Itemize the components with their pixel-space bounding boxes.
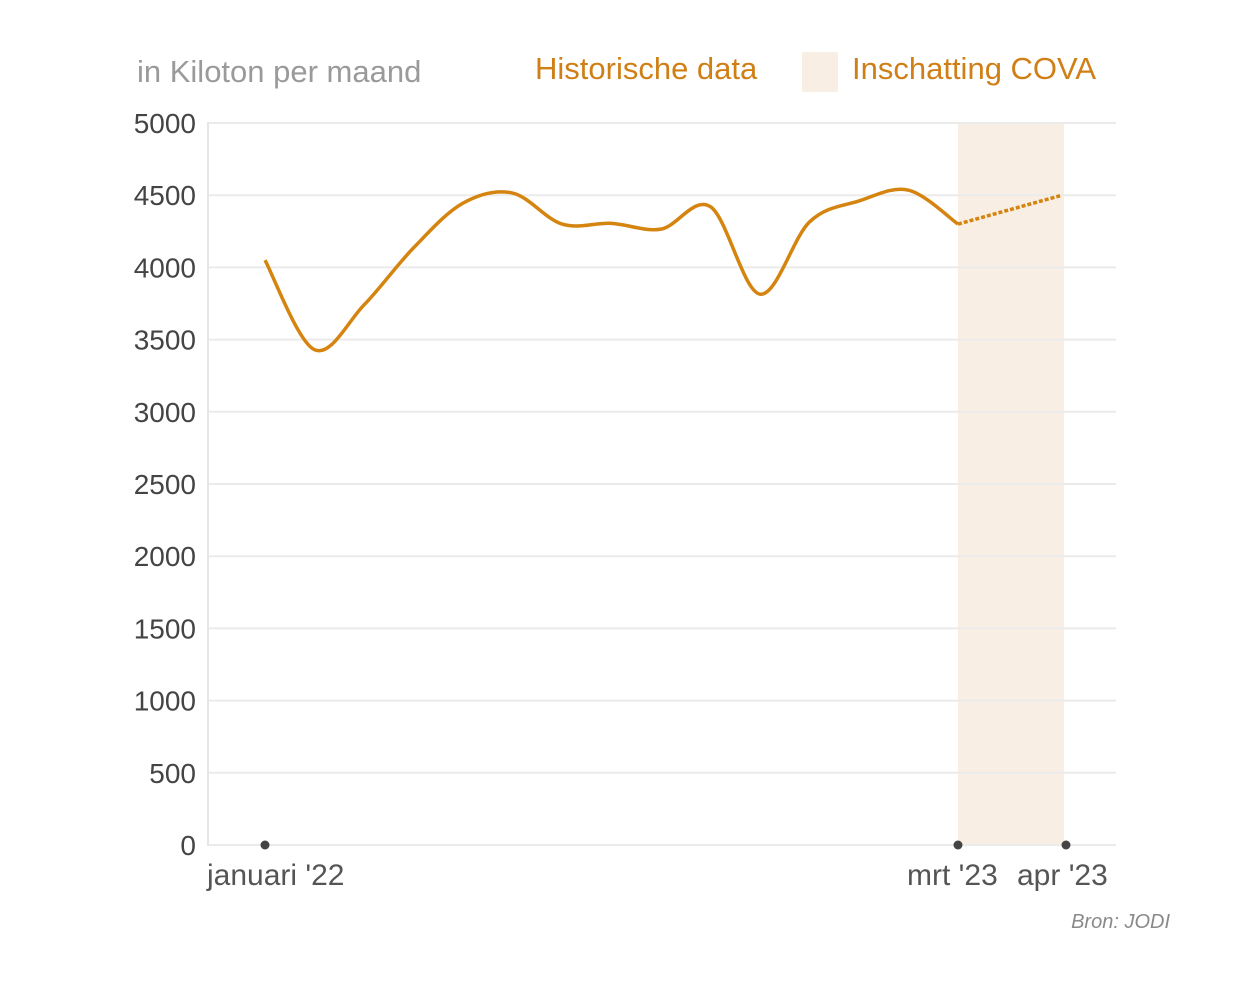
series-historical-line xyxy=(263,187,960,353)
legend-historical: Historische data xyxy=(535,51,758,86)
x-tick-label: januari '22 xyxy=(206,859,345,892)
y-tick-label: 3500 xyxy=(134,325,196,356)
legend-forecast-swatch xyxy=(802,52,838,92)
x-tick-label: apr '23 xyxy=(1017,859,1108,892)
x-tick-dot-mrt23 xyxy=(953,840,963,850)
y-tick-label: 1000 xyxy=(134,686,196,717)
y-tick-label: 2000 xyxy=(134,541,196,572)
y-tick-label: 4500 xyxy=(134,180,196,211)
y-unit-label: in Kiloton per maand xyxy=(137,54,421,89)
x-tick-dot-jan22 xyxy=(260,840,270,850)
legend-forecast: Inschatting COVA xyxy=(852,51,1096,86)
y-tick-label: 5000 xyxy=(134,108,196,139)
x-tick-label: mrt '23 xyxy=(907,859,998,892)
x-tick-dot-apr23 xyxy=(1061,840,1071,850)
y-tick-label: 4000 xyxy=(134,252,196,283)
y-tick-label: 1500 xyxy=(134,613,196,644)
y-tick-label: 0 xyxy=(180,830,196,861)
y-tick-label: 2500 xyxy=(134,469,196,500)
y-tick-label: 3000 xyxy=(134,397,196,428)
y-tick-label: 500 xyxy=(149,758,196,789)
source-note: Bron: JODI xyxy=(1071,911,1170,933)
